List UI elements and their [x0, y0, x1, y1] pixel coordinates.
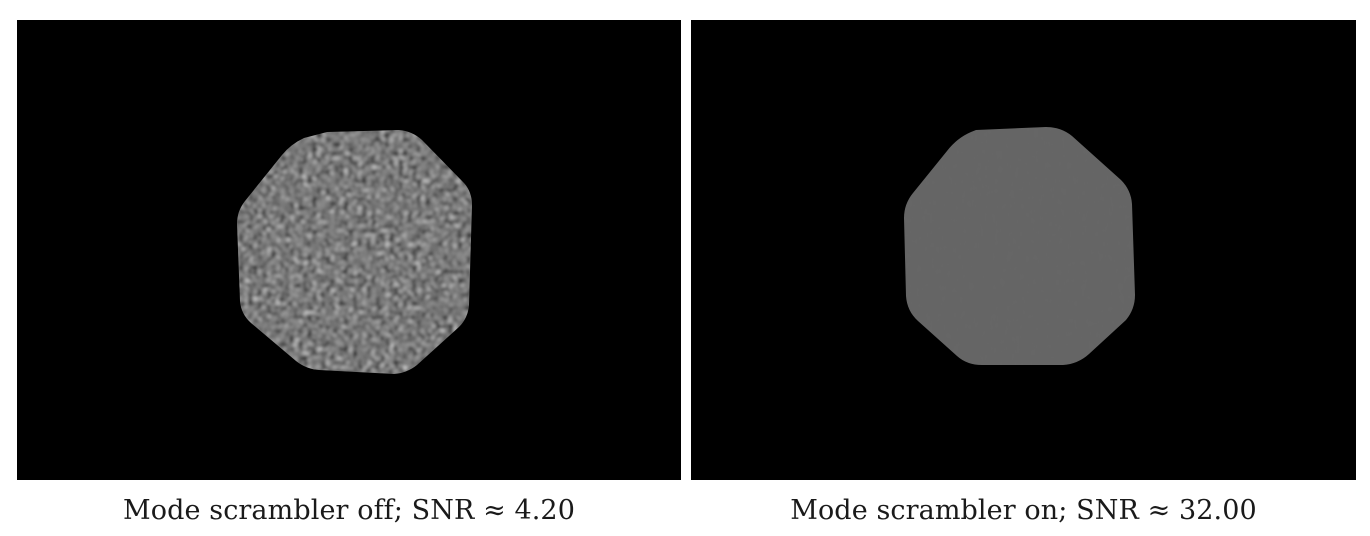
smooth-spot-image: [691, 20, 1356, 480]
speckle-spot-image: [17, 20, 681, 480]
image-mode-scrambler-on: [691, 20, 1356, 480]
image-mode-scrambler-off: [17, 20, 681, 480]
caption-b: Mode scrambler on; SNR ≈ 32.00: [790, 495, 1257, 526]
caption-a: Mode scrambler off; SNR ≈ 4.20: [123, 495, 575, 526]
